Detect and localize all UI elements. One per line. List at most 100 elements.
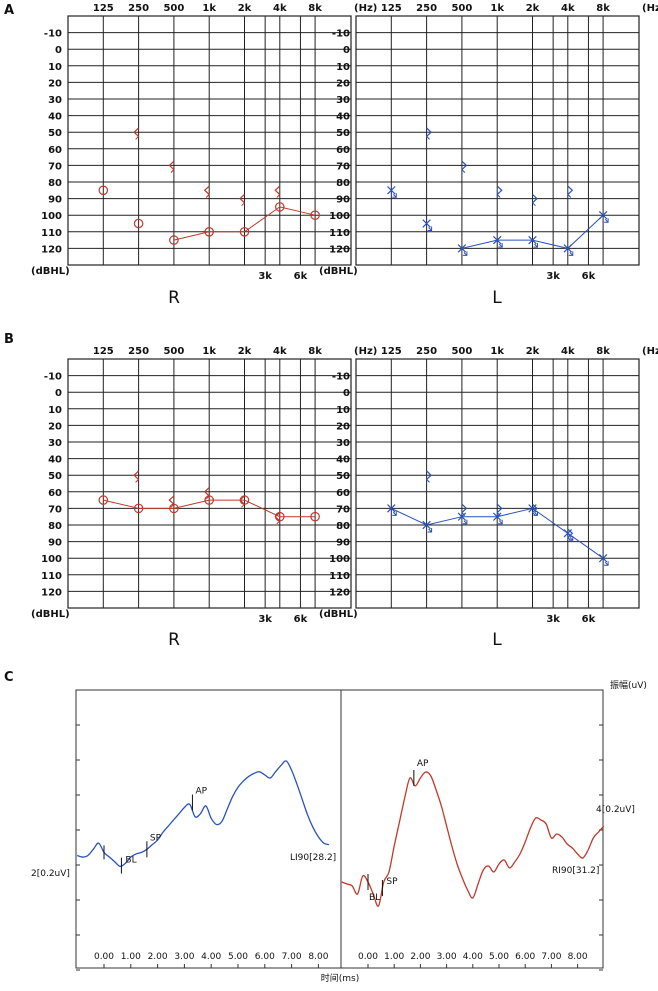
level-tick-label: 30 bbox=[48, 95, 62, 106]
level-tick-label: 40 bbox=[48, 455, 62, 466]
level-tick-label: 70 bbox=[336, 161, 350, 172]
no-response-arrow bbox=[532, 512, 536, 516]
freq-tick-label: 4k bbox=[561, 346, 575, 357]
no-response-arrow bbox=[241, 202, 245, 207]
audiogram-series-a-r bbox=[98, 127, 320, 245]
level-tick-label: 70 bbox=[336, 504, 350, 515]
bone-point-gt bbox=[426, 127, 432, 137]
no-response-arrow bbox=[392, 193, 397, 198]
level-tick-label: 30 bbox=[336, 95, 350, 106]
level-tick-label: 20 bbox=[48, 78, 62, 89]
level-tick-label: 20 bbox=[336, 78, 350, 89]
freq-extra-label: 3k bbox=[258, 614, 272, 625]
audiogram-grid-b-left: 125 250 500 1k 2k 4k 8k (Hz) 3k 6k -10 0 10 20 30 40 50 6… bbox=[319, 346, 658, 625]
level-tick-label: 30 bbox=[48, 438, 62, 449]
ecog-xtick-label-right: 6.00 bbox=[515, 952, 535, 962]
air-point-x bbox=[528, 235, 537, 245]
level-unit-label: (dBHL) bbox=[319, 266, 358, 277]
no-response-arrow bbox=[498, 243, 503, 248]
air-conduction-line bbox=[103, 499, 316, 518]
level-tick-label: 90 bbox=[336, 195, 350, 206]
air-point-circle bbox=[310, 511, 320, 522]
ecog-xtick-label-right: 5.00 bbox=[489, 952, 509, 962]
air-point-x bbox=[492, 235, 502, 245]
air-point-x bbox=[387, 186, 396, 195]
level-tick-label: 30 bbox=[336, 438, 350, 449]
ecog-marker-label: SP bbox=[386, 877, 398, 887]
freq-tick-label: 1k bbox=[202, 346, 216, 357]
no-response-arrow bbox=[170, 169, 175, 173]
ecog-marker-label: BL bbox=[369, 893, 380, 903]
no-response-arrow bbox=[568, 251, 574, 256]
panel-label-a: A bbox=[4, 3, 14, 18]
ecog-xtick-label-left: 4.00 bbox=[201, 952, 221, 962]
level-tick-label: 50 bbox=[336, 471, 350, 482]
bone-point-gt bbox=[532, 503, 538, 514]
ecog-xtick-label-left: 0.00 bbox=[94, 952, 114, 962]
level-tick-label: 0 bbox=[55, 45, 62, 56]
air-point-x bbox=[387, 504, 396, 513]
air-point-x bbox=[422, 219, 431, 228]
ecog-marker-label: BL bbox=[125, 856, 136, 866]
air-conduction-line bbox=[173, 206, 316, 241]
level-tick-label: 60 bbox=[336, 488, 350, 499]
freq-tick-label: 1k bbox=[490, 3, 504, 14]
freq-tick-label: 250 bbox=[416, 3, 437, 14]
ecog-xtick-label-right: 8.00 bbox=[568, 952, 588, 962]
air-point-x bbox=[598, 210, 608, 220]
bone-point-lt bbox=[203, 185, 210, 195]
no-response-arrow bbox=[392, 511, 397, 516]
audiogram-series-b-r bbox=[98, 470, 320, 525]
level-tick-label: 80 bbox=[336, 178, 350, 189]
freq-tick-label: 2k bbox=[526, 346, 540, 357]
ecog-xtick-label-right: 3.00 bbox=[437, 952, 457, 962]
freq-tick-label: 2k bbox=[238, 346, 252, 357]
bone-point-gt bbox=[496, 185, 503, 195]
no-response-arrow bbox=[427, 528, 433, 533]
air-point-circle bbox=[310, 210, 320, 220]
air-point-circle bbox=[133, 503, 144, 514]
ecog-xtick-label-left: 5.00 bbox=[228, 952, 248, 962]
no-response-arrow bbox=[567, 537, 572, 541]
no-response-arrow bbox=[205, 495, 210, 500]
level-tick-label: 120 bbox=[41, 587, 62, 598]
no-response-arrow bbox=[604, 218, 609, 223]
freq-tick-label: 500 bbox=[163, 346, 184, 357]
freq-tick-label: 8k bbox=[308, 346, 322, 357]
ear-label-l-a: L bbox=[492, 288, 502, 308]
no-response-arrow bbox=[170, 503, 175, 508]
ecog-frame bbox=[75, 689, 604, 969]
no-response-arrow bbox=[276, 194, 281, 198]
level-tick-label: 90 bbox=[336, 538, 350, 549]
level-tick-label: 0 bbox=[343, 388, 350, 399]
bone-point-lt bbox=[274, 185, 281, 195]
no-response-arrow bbox=[276, 520, 281, 525]
ecog-xtick-label-right: 7.00 bbox=[541, 952, 561, 962]
ear-label-l-b: L bbox=[492, 630, 502, 650]
audiogram-series-b-l bbox=[387, 470, 609, 566]
level-tick-label: 100 bbox=[329, 554, 350, 565]
ecog-xtick-label-left: 6.00 bbox=[255, 952, 275, 962]
level-tick-label: -10 bbox=[44, 372, 62, 383]
ecog-xtick-label-left: 8.00 bbox=[308, 952, 328, 962]
audiogram-grid-a-left: 125 250 500 1k 2k 4k 8k (Hz) 3k 6k -10 0 10 20 30 40 50 6… bbox=[319, 3, 658, 282]
freq-tick-label: 250 bbox=[128, 346, 149, 357]
ecog-xtick-label-right: 0.00 bbox=[358, 952, 378, 962]
level-tick-label: 100 bbox=[41, 211, 62, 222]
bone-point-lt bbox=[133, 127, 140, 137]
freq-extra-label: 6k bbox=[582, 614, 596, 625]
freq-tick-label: 1k bbox=[490, 346, 504, 357]
air-point-circle bbox=[239, 227, 250, 237]
no-response-arrow bbox=[532, 202, 536, 207]
no-response-arrow bbox=[135, 136, 139, 140]
freq-unit-label: (Hz) bbox=[354, 346, 377, 357]
air-point-circle bbox=[98, 495, 109, 505]
ecog-trace-left bbox=[76, 760, 330, 868]
level-tick-label: -10 bbox=[332, 372, 350, 383]
freq-tick-label: 4k bbox=[273, 346, 287, 357]
panel-label-c: C bbox=[4, 670, 14, 685]
bone-point-gt bbox=[532, 193, 538, 204]
freq-extra-label: 3k bbox=[546, 614, 560, 625]
level-tick-label: -10 bbox=[44, 29, 62, 40]
